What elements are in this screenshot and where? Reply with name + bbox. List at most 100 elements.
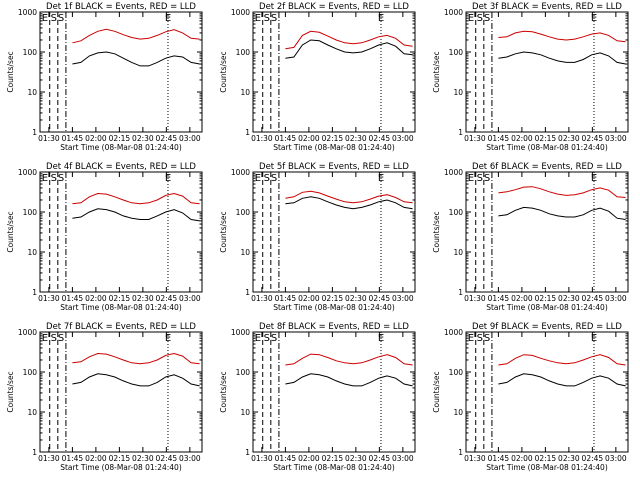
y-tick-label: 100 xyxy=(449,208,464,217)
y-axis-label: Counts/sec xyxy=(219,371,228,412)
x-tick-label: 01:30 xyxy=(464,454,486,463)
y-tick-label: 1 xyxy=(32,288,37,297)
chart-title: Det 7f BLACK = Events, RED = LLD xyxy=(46,322,196,332)
x-tick-label: 02:45 xyxy=(156,454,178,463)
plot-frame xyxy=(252,331,416,453)
x-tick-label: 02:00 xyxy=(511,454,533,463)
x-tick-label: 02:00 xyxy=(85,134,107,143)
x-axis-label: Start Time (08-Mar-08 01:24:40) xyxy=(273,303,395,312)
event-marker: S xyxy=(484,173,490,184)
y-tick-label: 10 xyxy=(27,408,37,417)
y-tick-label: 10 xyxy=(27,248,37,257)
chart-title: Det 3f BLACK = Events, RED = LLD xyxy=(472,2,622,12)
x-tick-label: 01:30 xyxy=(251,294,273,303)
events-series-line xyxy=(498,373,626,387)
x-tick-label: 03:00 xyxy=(392,454,414,463)
event-marker: S xyxy=(271,333,277,344)
x-tick-label: 02:30 xyxy=(558,454,580,463)
event-marker: E xyxy=(468,173,474,184)
x-tick-label: 01:45 xyxy=(62,294,84,303)
event-marker: S xyxy=(58,333,64,344)
x-tick-label: 02:15 xyxy=(109,294,131,303)
x-axis-label: Start Time (08-Mar-08 01:24:40) xyxy=(273,143,395,152)
x-tick-label: 03:00 xyxy=(179,454,201,463)
y-tick-label: 1000 xyxy=(231,328,250,337)
plot-frame xyxy=(465,331,629,453)
lld-series-line xyxy=(498,354,626,366)
event-marker: S xyxy=(264,173,270,184)
event-marker: E xyxy=(591,173,597,184)
y-axis-label: Counts/sec xyxy=(219,51,228,92)
x-tick-label: 01:30 xyxy=(38,454,60,463)
x-axis-label: Start Time (08-Mar-08 01:24:40) xyxy=(60,463,182,472)
events-series-line xyxy=(72,373,200,387)
event-marker: S xyxy=(477,13,483,24)
y-tick-label: 10 xyxy=(453,248,463,257)
x-tick-label: 02:00 xyxy=(298,294,320,303)
x-tick-label: 03:00 xyxy=(605,134,627,143)
x-tick-label: 02:15 xyxy=(535,454,557,463)
chart-panel-1: Det 1f BLACK = Events, RED = LLD 1 10 100 10… xyxy=(6,2,203,152)
events-series-line xyxy=(72,51,200,67)
y-tick-label: 100 xyxy=(23,368,38,377)
chart-panel-5: Det 5f BLACK = Events, RED = LLD 1 10 100 10… xyxy=(219,162,416,312)
chart-panel-9: Det 9f BLACK = Events, RED = LLD 1 10 100 10… xyxy=(432,322,629,472)
y-tick-label: 100 xyxy=(236,208,251,217)
event-marker: S xyxy=(271,173,277,184)
plot-frame xyxy=(39,331,203,453)
chart-title: Det 1f BLACK = Events, RED = LLD xyxy=(46,2,196,12)
x-tick-label: 01:30 xyxy=(464,134,486,143)
x-tick-label: 01:30 xyxy=(251,454,273,463)
x-axis-label: Start Time (08-Mar-08 01:24:40) xyxy=(486,143,608,152)
x-tick-label: 03:00 xyxy=(392,294,414,303)
plot-frame xyxy=(252,11,416,133)
x-tick-label: 02:00 xyxy=(85,294,107,303)
x-tick-label: 02:30 xyxy=(345,134,367,143)
event-marker: S xyxy=(51,173,57,184)
y-tick-label: 100 xyxy=(23,48,38,57)
x-tick-label: 01:30 xyxy=(38,134,60,143)
x-tick-label: 03:00 xyxy=(179,294,201,303)
x-tick-label: 01:45 xyxy=(275,134,297,143)
event-marker: E xyxy=(165,13,171,24)
chart-panel-8: Det 8f BLACK = Events, RED = LLD 1 10 100 10… xyxy=(219,322,416,472)
x-tick-label: 02:30 xyxy=(558,294,580,303)
x-tick-label: 02:15 xyxy=(322,134,344,143)
y-tick-label: 1000 xyxy=(231,168,250,177)
y-tick-label: 1000 xyxy=(18,8,37,17)
y-tick-label: 1000 xyxy=(18,328,37,337)
y-tick-label: 100 xyxy=(23,208,38,217)
x-tick-label: 03:00 xyxy=(605,454,627,463)
event-marker: E xyxy=(42,13,48,24)
y-tick-label: 1 xyxy=(32,128,37,137)
x-axis-label: Start Time (08-Mar-08 01:24:40) xyxy=(273,463,395,472)
x-tick-label: 01:30 xyxy=(251,134,273,143)
chart-title: Det 9f BLACK = Events, RED = LLD xyxy=(472,322,622,332)
events-series-line xyxy=(285,196,413,210)
event-marker: E xyxy=(42,333,48,344)
y-axis-label: Counts/sec xyxy=(6,51,15,92)
x-tick-label: 02:30 xyxy=(132,294,154,303)
x-tick-label: 02:15 xyxy=(322,294,344,303)
chart-panel-2: Det 2f BLACK = Events, RED = LLD 1 10 100 10… xyxy=(219,2,416,152)
y-tick-label: 1000 xyxy=(444,8,463,17)
x-tick-label: 02:15 xyxy=(109,454,131,463)
plot-frame xyxy=(465,11,629,133)
y-tick-label: 100 xyxy=(449,368,464,377)
x-tick-label: 01:45 xyxy=(62,454,84,463)
y-tick-label: 1000 xyxy=(231,8,250,17)
chart-panel-7: Det 7f BLACK = Events, RED = LLD 1 10 100 10… xyxy=(6,322,203,472)
lld-series-line xyxy=(498,30,626,43)
plot-frame xyxy=(465,171,629,293)
plot-frame xyxy=(39,171,203,293)
y-axis-label: Counts/sec xyxy=(432,51,441,92)
chart-panel-6: Det 6f BLACK = Events, RED = LLD 1 10 100 10… xyxy=(432,162,629,312)
x-tick-label: 02:00 xyxy=(298,454,320,463)
x-tick-label: 02:45 xyxy=(156,294,178,303)
x-tick-label: 01:30 xyxy=(464,294,486,303)
event-marker: S xyxy=(51,333,57,344)
lld-series-line xyxy=(72,192,200,205)
event-marker: E xyxy=(255,173,261,184)
lld-series-line xyxy=(72,352,200,365)
